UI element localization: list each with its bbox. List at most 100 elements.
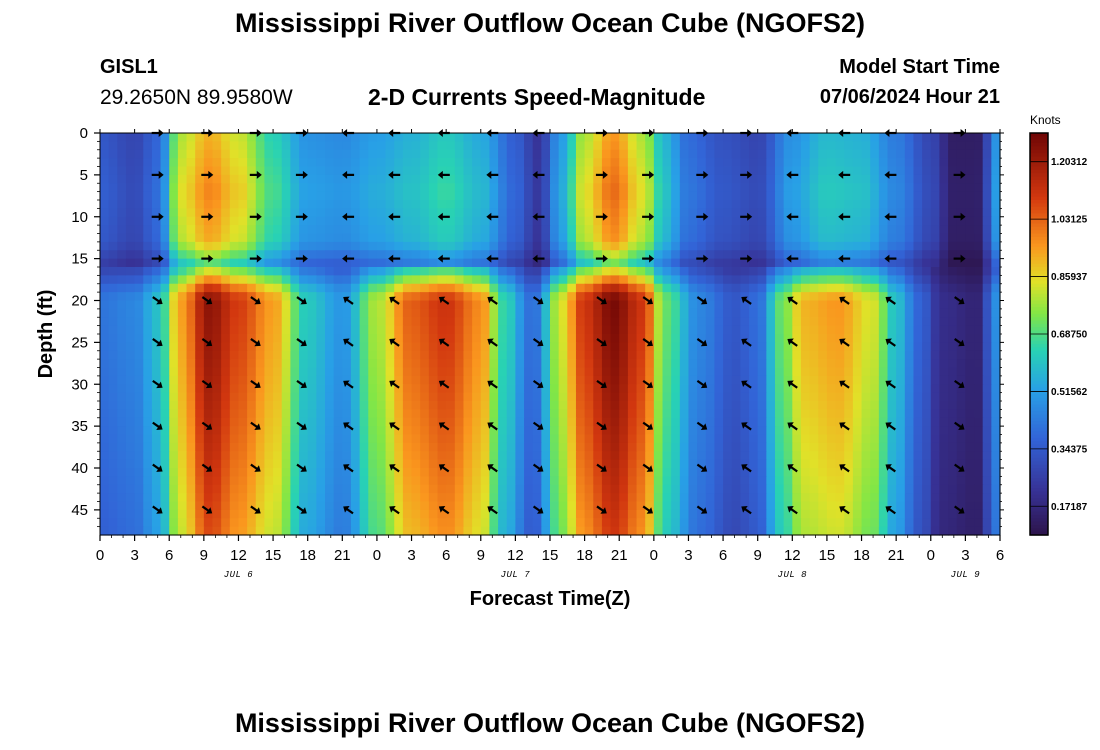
heatmap-cell — [878, 501, 889, 511]
heatmap-cell — [896, 174, 906, 184]
heatmap-cell — [463, 216, 473, 226]
heatmap-cell — [904, 484, 915, 494]
heatmap-cell — [506, 459, 516, 469]
heatmap-cell — [575, 275, 586, 285]
heatmap-cell — [636, 258, 646, 268]
heatmap-cell — [117, 283, 127, 293]
heatmap-cell — [653, 518, 664, 528]
heatmap-cell — [454, 417, 465, 427]
heatmap-cell — [160, 325, 170, 335]
heatmap-cell — [922, 526, 932, 536]
heatmap-cell — [325, 375, 335, 385]
heatmap-cell — [861, 258, 871, 268]
heatmap-cell — [186, 334, 196, 343]
heatmap-cell — [117, 401, 127, 410]
heatmap-cell — [437, 267, 447, 276]
heatmap-cell — [368, 208, 378, 218]
heatmap-cell — [766, 359, 776, 369]
heatmap-cell — [740, 283, 750, 293]
heatmap-cell — [965, 166, 975, 176]
heatmap-cell — [359, 409, 369, 419]
heatmap-cell — [930, 434, 941, 444]
heatmap-cell — [991, 509, 1001, 519]
heatmap-cell — [498, 258, 508, 268]
heatmap-cell — [541, 350, 551, 360]
heatmap-cell — [826, 166, 837, 176]
heatmap-cell — [359, 208, 369, 218]
heatmap-cell — [852, 451, 863, 461]
heatmap-cell — [835, 216, 845, 226]
heatmap-cell — [835, 133, 845, 142]
heatmap-cell — [671, 233, 681, 243]
heatmap-cell — [826, 325, 837, 335]
heatmap-cell — [221, 250, 231, 260]
heatmap-cell — [489, 526, 499, 536]
heatmap-cell — [783, 233, 793, 243]
heatmap-cell — [601, 367, 612, 377]
heatmap-cell — [723, 183, 733, 193]
heatmap-cell — [480, 392, 491, 402]
heatmap-cell — [385, 233, 395, 243]
heatmap-cell — [705, 434, 716, 444]
heatmap-cell — [913, 133, 923, 142]
heatmap-cell — [852, 484, 863, 494]
heatmap-cell — [376, 183, 387, 193]
heatmap-cell — [775, 300, 785, 310]
heatmap-cell — [610, 183, 620, 193]
heatmap-cell — [974, 484, 984, 494]
heatmap-cell — [437, 426, 447, 436]
heatmap-cell — [515, 158, 525, 168]
heatmap-cell — [264, 183, 274, 193]
heatmap-cell — [636, 401, 646, 410]
heatmap-cell — [974, 283, 984, 293]
heatmap-cell — [593, 434, 603, 444]
heatmap-cell — [558, 292, 568, 302]
heatmap-cell — [281, 300, 291, 310]
heatmap-cell — [610, 384, 620, 394]
heatmap-cell — [273, 158, 283, 168]
heatmap-cell — [584, 526, 594, 536]
heatmap-cell — [177, 459, 188, 469]
heatmap-cell — [671, 375, 681, 385]
heatmap-cell — [852, 409, 863, 419]
heatmap-cell — [930, 241, 941, 251]
heatmap-cell — [316, 384, 326, 394]
heatmap-cell — [904, 367, 915, 377]
heatmap-cell — [299, 174, 309, 184]
heatmap-cell — [342, 141, 352, 151]
heatmap-cell — [498, 300, 508, 310]
heatmap-cell — [143, 417, 153, 427]
heatmap-cell — [411, 250, 421, 260]
heatmap-cell — [749, 442, 759, 452]
heatmap-cell — [896, 208, 906, 218]
heatmap-cell — [273, 409, 283, 419]
heatmap-cell — [290, 459, 300, 469]
heatmap-cell — [826, 451, 837, 461]
heatmap-cell — [100, 191, 110, 201]
heatmap-cell — [316, 426, 326, 436]
heatmap-cell — [177, 426, 188, 436]
heatmap-cell — [636, 350, 646, 360]
heatmap-cell — [281, 375, 291, 385]
heatmap-cell — [368, 417, 378, 427]
heatmap-cell — [498, 484, 508, 494]
heatmap-cell — [100, 451, 110, 461]
heatmap-cell — [749, 434, 759, 444]
heatmap-cell — [203, 133, 214, 142]
heatmap-cell — [809, 158, 819, 168]
heatmap-cell — [212, 451, 222, 461]
heatmap-cell — [255, 367, 266, 377]
heatmap-cell — [299, 509, 309, 519]
heatmap-cell — [601, 518, 612, 528]
heatmap-cell — [671, 133, 681, 142]
heatmap-cell — [506, 241, 516, 251]
heatmap-cell — [299, 334, 309, 343]
heatmap-cell — [619, 509, 629, 519]
heatmap-cell — [662, 267, 672, 276]
heatmap-cell — [420, 451, 430, 461]
heatmap-cell — [896, 409, 906, 419]
heatmap-cell — [117, 191, 127, 201]
heatmap-cell — [325, 484, 335, 494]
heatmap-cell — [195, 367, 205, 377]
heatmap-cell — [221, 292, 231, 302]
